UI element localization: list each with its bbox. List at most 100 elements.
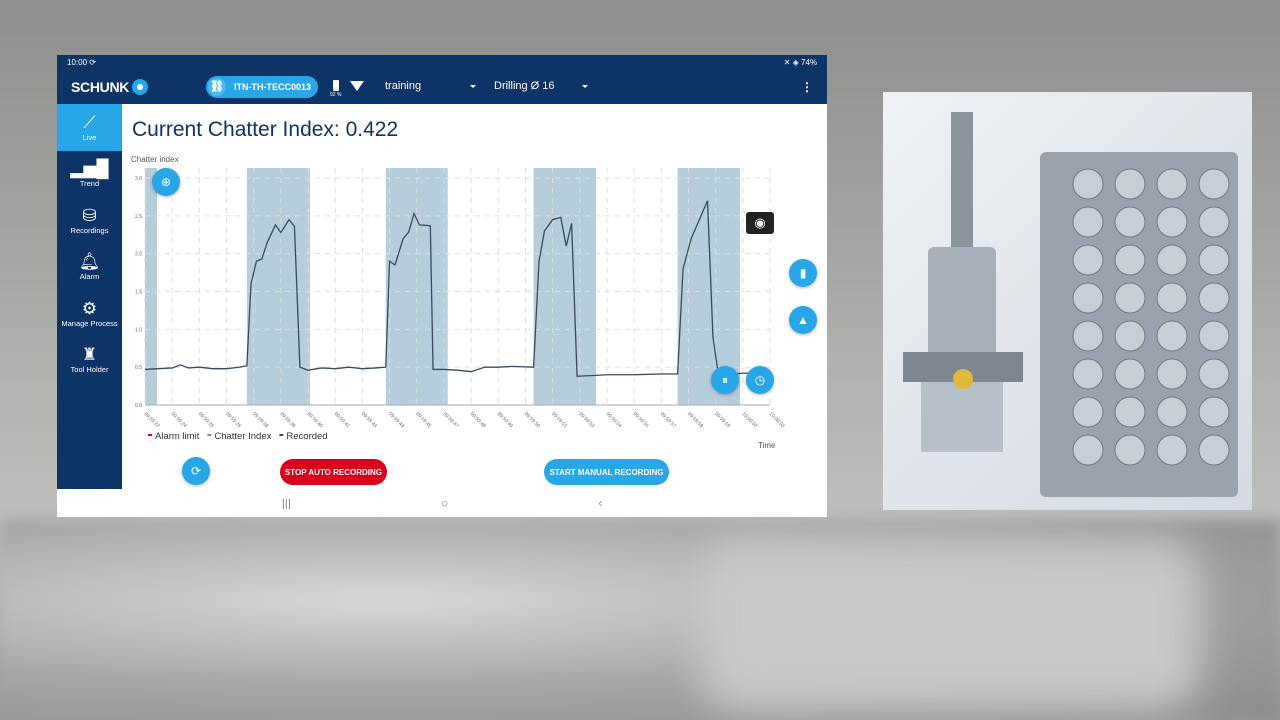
x-tick-label: 09:59:22	[143, 411, 161, 429]
gear-icon: ⚙	[81, 298, 98, 318]
sidebar-item-recordings[interactable]: ⛁ Recordings	[70, 205, 109, 235]
drilled-hole	[1156, 358, 1188, 390]
y-tick-label: 2.0	[135, 252, 142, 258]
recorded-band	[145, 168, 157, 405]
x-tick-label: 09:59:43	[360, 411, 378, 429]
page-title: Current Chatter Index: 0.422	[132, 118, 399, 141]
device-chip[interactable]: ⛓ ITN-TH-TECC0013	[206, 76, 318, 98]
chevron-down-icon[interactable]	[470, 85, 476, 88]
y-tick-label: 1.0	[135, 327, 142, 333]
drilled-hole	[1156, 396, 1188, 428]
pause-icon: ⏸	[721, 373, 728, 387]
drilled-hole	[1156, 168, 1188, 200]
line-chart-icon: ⟋	[83, 112, 96, 132]
x-tick-label: 09:59:24	[170, 411, 188, 429]
y-axis-label: Chatter index	[131, 155, 179, 164]
y-tick-label: 2.5	[135, 214, 142, 220]
stop-auto-recording-button[interactable]: STOP AUTO RECORDING	[280, 459, 387, 485]
recorded-band	[246, 168, 310, 405]
sidebar-item-manage-process[interactable]: ⚙ Manage Process	[61, 298, 118, 328]
y-tick-label: 1.5	[135, 290, 142, 296]
tool-holder-icon: ♜	[81, 345, 98, 365]
drilled-hole	[1156, 206, 1188, 238]
tablet-screen: 10:00 ⟳ ✕ ◈ 74% SCHUNK ⛓ ITN-TH-TECC0013 …	[57, 55, 827, 517]
recorded-band	[677, 168, 741, 405]
drill-bit	[951, 112, 973, 252]
tool-holder-shank	[921, 382, 1003, 452]
camera-icon: ◉	[754, 215, 766, 230]
x-tick-label: 09:59:45	[414, 411, 432, 429]
chatter-index-line	[144, 200, 770, 377]
bell-icon: ▲	[797, 313, 809, 327]
legend-swatch	[207, 434, 212, 436]
recents-button[interactable]: |||	[281, 496, 292, 510]
x-tick-label: 09:59:26	[224, 411, 242, 429]
timer-button[interactable]: ◷	[746, 366, 774, 394]
drilled-hole	[1198, 282, 1230, 314]
drilled-hole	[1156, 244, 1188, 276]
drilled-hole	[1198, 168, 1230, 200]
start-manual-recording-button[interactable]: START MANUAL RECORDING	[544, 459, 669, 485]
bell-icon: 🔔︎	[78, 252, 101, 272]
y-tick-label: 0.0	[135, 403, 142, 409]
database-clock-icon: ⛁	[82, 205, 97, 225]
sidebar-item-trend[interactable]: ▂▅█ Trend	[70, 159, 109, 189]
drilled-hole	[1114, 358, 1146, 390]
sidebar: ⟋ Live ▂▅█ Trend ⛁ Recordings 🔔︎ Alarm ⚙ Mana…	[57, 104, 122, 489]
x-tick-label: 09:59:50	[523, 411, 541, 429]
drilled-hole	[1198, 358, 1230, 390]
sidebar-item-live[interactable]: ⟋ Live	[57, 104, 122, 151]
x-tick-label: 09:59:25	[197, 411, 215, 429]
drilled-hole	[1198, 434, 1230, 466]
drilled-hole	[1198, 396, 1230, 428]
battery-icon	[332, 80, 339, 91]
link-icon: ⛓	[208, 78, 226, 96]
legend-swatch	[279, 434, 284, 436]
drilled-hole	[1114, 396, 1146, 428]
legend-swatch	[148, 434, 152, 436]
legend-entry: Alarm limit	[155, 431, 200, 442]
trend-button[interactable]: ▮	[789, 259, 817, 287]
zoom-button[interactable]: ⊕	[152, 168, 180, 196]
screenshot-button[interactable]: ◉	[746, 212, 774, 234]
drilled-hole	[1114, 168, 1146, 200]
android-nav-bar: ||| ○ ‹	[57, 489, 827, 517]
alarm-button[interactable]: ▲	[789, 306, 817, 334]
drilled-hole	[1156, 434, 1188, 466]
tool-select[interactable]: Drilling Ø 16	[494, 80, 555, 92]
home-button[interactable]: ○	[441, 496, 449, 510]
sidebar-item-tool-holder[interactable]: ♜ Tool Holder	[70, 345, 109, 375]
x-tick-label: 10:00:03	[768, 411, 786, 429]
process-select[interactable]: training	[385, 80, 422, 92]
chevron-down-icon[interactable]	[582, 85, 588, 88]
product-photo	[883, 92, 1252, 510]
x-tick-label: 10:00:02	[740, 411, 758, 429]
sidebar-item-alarm[interactable]: 🔔︎ Alarm	[78, 252, 101, 282]
zoom-in-icon: ⊕	[160, 175, 172, 189]
drilled-hole	[1114, 244, 1146, 276]
pause-button[interactable]: ⏸	[711, 366, 739, 394]
background-blur	[700, 540, 1200, 710]
drilled-hole	[1156, 282, 1188, 314]
clock-icon: ◷	[754, 373, 766, 387]
refresh-button[interactable]: ⟳	[182, 457, 210, 485]
recorded-band	[385, 168, 448, 405]
x-tick-label: 09:59:58	[686, 411, 704, 429]
signal-icon	[350, 81, 364, 91]
chip-marker	[953, 369, 973, 389]
y-tick-label: 0.5	[135, 365, 142, 371]
back-button[interactable]: ‹	[598, 496, 603, 510]
drilled-hole	[1072, 206, 1104, 238]
drilled-hole	[1198, 244, 1230, 276]
y-tick-label: 3.0	[135, 176, 142, 182]
x-tick-label: 09:59:51	[550, 411, 568, 429]
recorded-band	[533, 168, 597, 405]
kebab-icon[interactable]: ⋮	[801, 80, 813, 94]
legend-entry: Chatter Index	[214, 431, 271, 442]
bar-chart-icon: ▂▅█	[70, 159, 109, 179]
status-icons: ✕ ◈ 74%	[783, 58, 817, 67]
x-tick-label: 09:59:59	[713, 411, 731, 429]
drilled-hole	[1156, 320, 1188, 352]
x-tick-label: 09:59:55	[632, 411, 650, 429]
drilled-hole	[1072, 396, 1104, 428]
